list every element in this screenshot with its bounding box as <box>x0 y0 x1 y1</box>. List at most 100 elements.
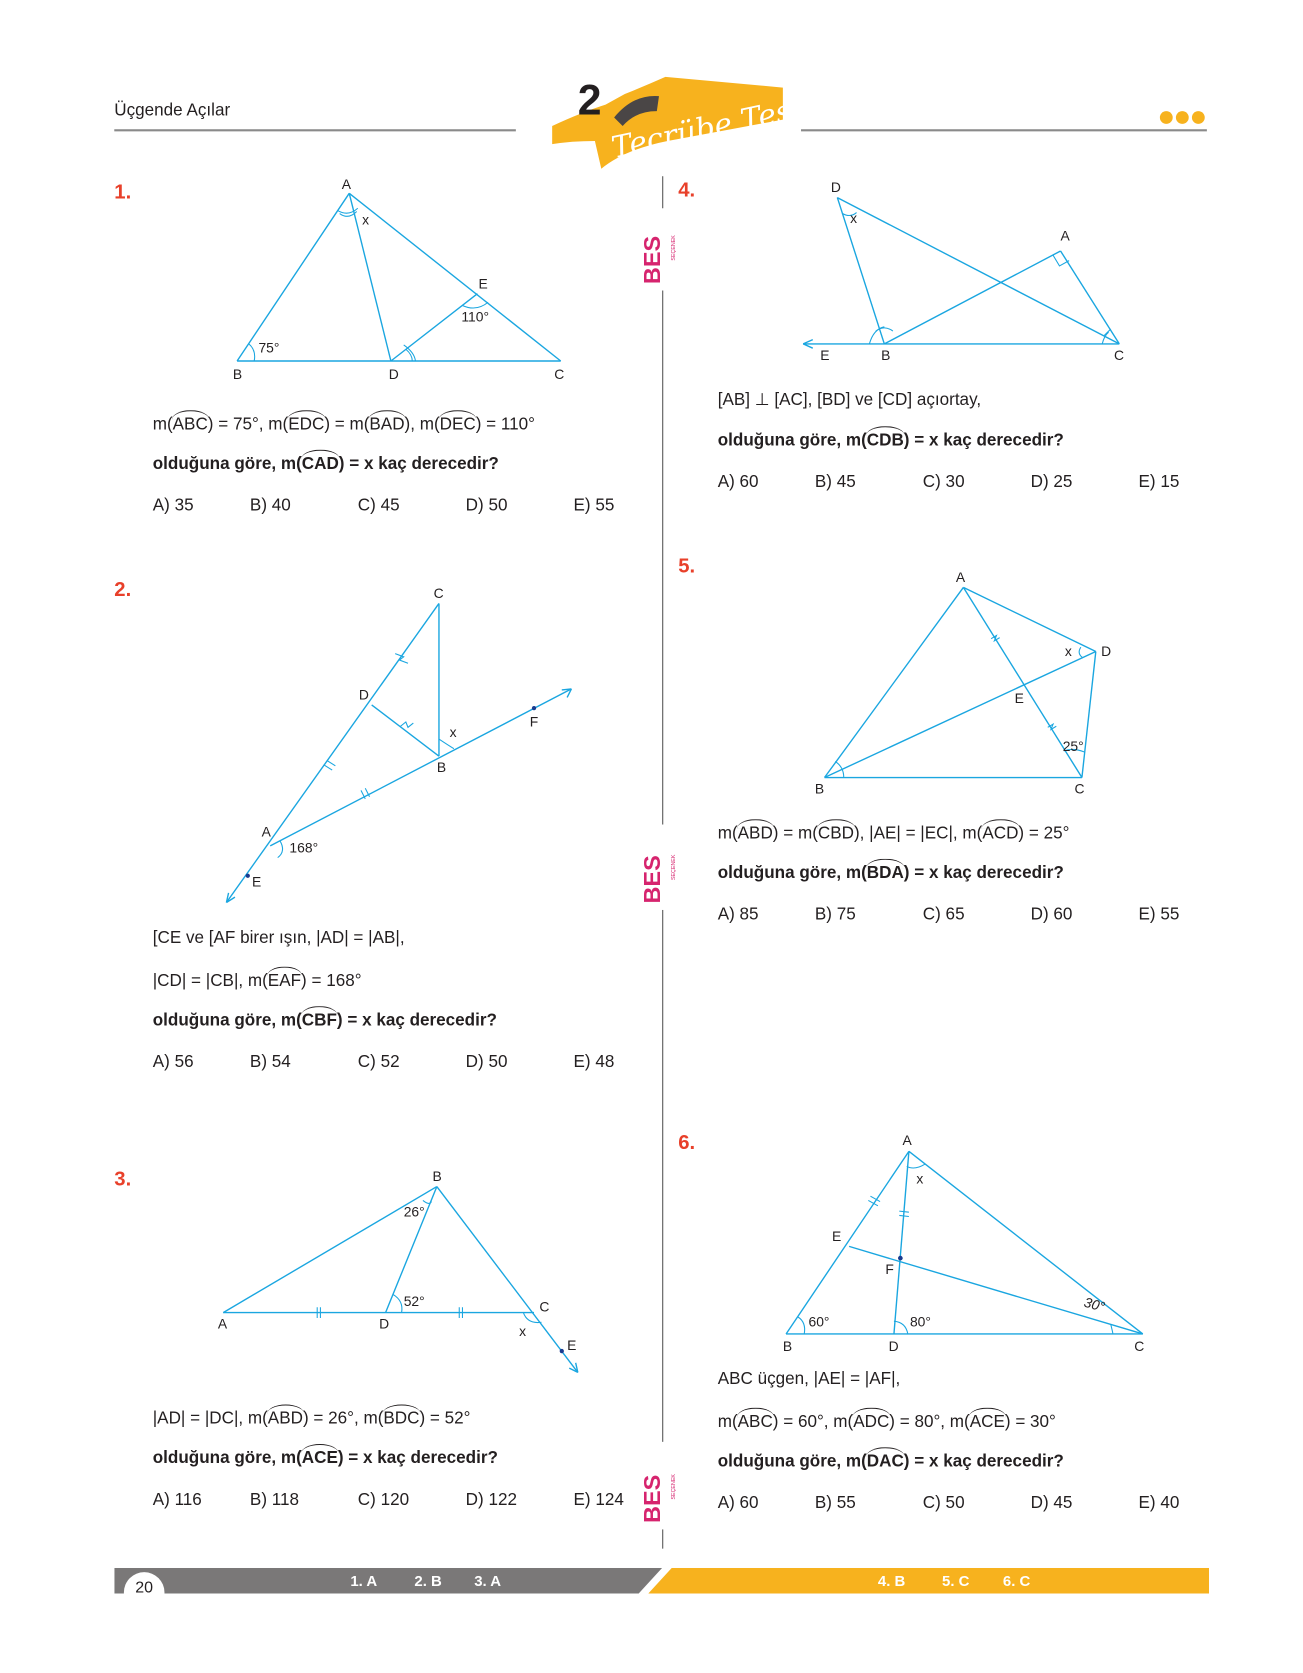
answer-key-left-bar <box>114 1568 662 1594</box>
answer-option-c[interactable]: C) 45 <box>357 496 400 515</box>
answer-option-b[interactable]: B) 45 <box>814 473 856 492</box>
answer-option-e[interactable]: E) 55 <box>573 496 615 515</box>
angle-notation: ACE <box>300 1443 339 1468</box>
answer-option-e[interactable]: E) 40 <box>1138 1494 1180 1513</box>
angle-notation: EAF <box>266 966 303 991</box>
figure-1: A B C D E x 75° 110° <box>233 176 565 382</box>
question-prompt: olduğuna göre, m(CBF) = x kaç derecedir? <box>153 1006 497 1030</box>
answer-option-a[interactable]: A) 60 <box>717 1494 759 1513</box>
angle-notation: BDC <box>382 1404 421 1429</box>
answer-key-item: 4. B <box>877 1572 906 1590</box>
answer-option-a[interactable]: A) 116 <box>152 1490 202 1510</box>
bes-logo-icon: BES SEÇENEK <box>641 854 677 903</box>
angle-notation: CAD <box>300 449 340 474</box>
text-segment: [AB] ⊥ [AC], [BD] ve [CD] açıortay, <box>717 390 982 410</box>
text-segment: ) = 26°, m( <box>302 1409 384 1428</box>
text-segment: m( <box>717 1413 738 1432</box>
text-segment: ) = x kaç derecedir? <box>338 454 499 474</box>
geometry-figures: A B C D E x 75° 110° C D x B F A 168° E <box>218 176 1144 1374</box>
answer-option-e[interactable]: E) 55 <box>1138 905 1180 924</box>
text-segment: m( <box>152 415 173 434</box>
answer-option-d[interactable]: D) 50 <box>465 1053 508 1072</box>
answer-option-b[interactable]: B) 54 <box>249 1053 291 1072</box>
vertex-label: E <box>820 347 829 363</box>
answer-option-d[interactable]: D) 50 <box>465 496 508 515</box>
text-segment: ) = 110° <box>475 415 535 434</box>
answer-option-a[interactable]: A) 85 <box>717 905 759 924</box>
angle-notation: EDC <box>287 410 326 434</box>
question-given: m(ABC) = 75°, m(EDC) = m(BAD), m(DEC) = … <box>152 410 535 434</box>
text-segment: ) = x kaç derecedir? <box>903 1452 1064 1471</box>
angle-notation: CBF <box>300 1006 338 1030</box>
answer-option-c[interactable]: C) 120 <box>357 1490 410 1510</box>
answer-option-c[interactable]: C) 50 <box>922 1494 965 1513</box>
text-segment: ) = m( <box>324 415 370 434</box>
answer-key-item: 6. C <box>1002 1572 1031 1590</box>
text-segment: |CD| = |CB|, m( <box>152 971 268 991</box>
vertex-label: A <box>956 569 966 585</box>
answer-option-b[interactable]: B) 75 <box>814 905 856 924</box>
question-given: m(ABC) = 60°, m(ADC) = 80°, m(ACE) = 30° <box>717 1407 1056 1432</box>
text-segment: ) = 60°, m( <box>772 1413 854 1432</box>
answer-option-e[interactable]: E) 15 <box>1138 473 1180 492</box>
angle-notation: BDA <box>865 858 905 883</box>
page-number: 20 <box>123 1572 165 1605</box>
chapter-title: Üçgende Açılar <box>114 101 231 120</box>
angle-notation: ACD <box>981 819 1020 843</box>
question-given: [AB] ⊥ [AC], [BD] ve [CD] açıortay, <box>718 389 981 410</box>
question-prompt: olduğuna göre, m(ACE) = x kaç derecedir? <box>152 1443 498 1468</box>
question-number: 1. <box>114 181 132 204</box>
answer-option-d[interactable]: D) 122 <box>465 1490 517 1510</box>
angle-notation: BAD <box>368 410 406 434</box>
angle-notation: ABD <box>266 1404 304 1429</box>
answer-option-a[interactable]: A) 60 <box>717 473 759 492</box>
vertex-label: A <box>342 176 352 192</box>
question-given: |AD| = |DC|, m(ABD) = 26°, m(BDC) = 52° <box>153 1404 471 1429</box>
question-prompt: olduğuna göre, m(CAD) = x kaç derecedir? <box>152 449 499 474</box>
text-segment: ), m( <box>404 415 440 434</box>
question-given: [CE ve [AF birer ışın, |AD| = |AB|, <box>153 929 405 948</box>
answer-option-d[interactable]: D) 45 <box>1030 1494 1073 1513</box>
answer-option-d[interactable]: D) 60 <box>1030 905 1073 924</box>
answer-option-a[interactable]: A) 35 <box>152 496 194 515</box>
svg-text:BES: BES <box>641 855 665 903</box>
text-segment: olduğuna göre, m( <box>152 454 302 474</box>
answer-option-c[interactable]: C) 65 <box>922 905 965 924</box>
answer-key-item: 3. A <box>474 1572 502 1590</box>
answer-option-e[interactable]: E) 48 <box>573 1053 615 1072</box>
vertex-label: D <box>831 179 841 195</box>
vertex-label: D <box>379 1316 389 1332</box>
text-segment: olduğuna göre, m( <box>717 431 867 450</box>
answer-option-b[interactable]: B) 118 <box>249 1490 299 1510</box>
answer-option-d[interactable]: D) 25 <box>1030 473 1073 492</box>
vertex-label: E <box>1015 690 1024 706</box>
text-segment: ) = 80°, m( <box>889 1413 970 1432</box>
angle-label: x <box>362 211 369 227</box>
angle-notation: ACE <box>968 1407 1006 1432</box>
vertex-label: C <box>1114 347 1124 363</box>
vertex-label: E <box>832 1228 841 1244</box>
answer-option-b[interactable]: B) 40 <box>249 496 291 515</box>
answer-option-b[interactable]: B) 55 <box>814 1494 856 1513</box>
vertex-label: B <box>433 1168 442 1184</box>
angle-label: 80° <box>910 1313 931 1329</box>
vertex-label: C <box>434 585 444 601</box>
answer-option-a[interactable]: A) 56 <box>152 1053 194 1072</box>
question-given: |CD| = |CB|, m(EAF) = 168° <box>152 966 362 991</box>
question-number: 2. <box>114 578 132 602</box>
answer-option-c[interactable]: C) 30 <box>922 473 965 492</box>
angle-label: 168° <box>289 839 318 855</box>
answer-option-e[interactable]: E) 124 <box>573 1490 624 1510</box>
text-segment: olduğuna göre, m( <box>152 1449 302 1468</box>
vertex-label: D <box>1101 643 1111 659</box>
figure-2: C D x B F A 168° E <box>225 585 573 904</box>
svg-text:BES: BES <box>641 236 665 284</box>
angle-label: 75° <box>258 339 279 355</box>
vertex-label: C <box>1134 1338 1144 1354</box>
answer-key-item: 1. A <box>350 1572 378 1590</box>
vertex-label: B <box>783 1338 792 1354</box>
answer-key-item: 2. B <box>414 1572 442 1590</box>
header-dots-icon <box>1159 111 1205 124</box>
answer-option-c[interactable]: C) 52 <box>357 1053 400 1072</box>
vertex-label: C <box>539 1299 549 1315</box>
